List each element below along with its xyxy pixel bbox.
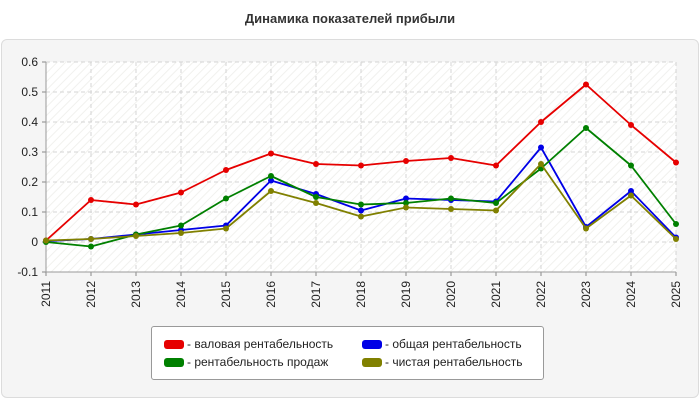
y-tick-label: 0.3 — [21, 145, 38, 159]
data-point — [448, 195, 454, 202]
x-tick-label: 2025 — [669, 281, 683, 308]
axes — [42, 61, 677, 276]
data-point — [673, 236, 679, 242]
x-tick-label: 2015 — [219, 281, 233, 308]
legend-label: - валовая рентабельность — [187, 337, 334, 351]
y-tick-label: 0.6 — [21, 55, 38, 69]
data-point — [448, 155, 454, 161]
data-point — [628, 162, 634, 169]
data-point — [628, 188, 634, 194]
legend-label: - общая рентабельность — [385, 337, 522, 351]
data-point — [223, 225, 229, 232]
data-point — [88, 197, 94, 203]
x-tick-label: 2011 — [39, 281, 53, 307]
data-point — [313, 194, 319, 200]
legend-swatch — [164, 357, 184, 367]
data-point — [493, 162, 499, 169]
data-point — [178, 222, 184, 229]
data-point — [493, 200, 499, 206]
legend-item-net-margin: - чистая рентабельность — [362, 354, 522, 370]
data-point — [88, 243, 94, 250]
y-tick-label: -0.1 — [17, 265, 38, 279]
x-tick-label: 2013 — [129, 281, 143, 308]
y-tick-label: 0.4 — [21, 115, 38, 129]
data-point — [538, 161, 544, 167]
data-point — [313, 200, 319, 206]
x-tick-label: 2017 — [309, 281, 323, 308]
y-tick-label: 0.5 — [21, 85, 38, 99]
data-point — [133, 201, 139, 208]
data-point — [583, 81, 589, 88]
data-point — [268, 150, 274, 157]
legend-label: - рентабельность продаж — [187, 355, 329, 369]
x-tick-label: 2016 — [264, 281, 278, 308]
legend-swatch — [362, 357, 382, 367]
x-tick-label: 2019 — [399, 281, 413, 308]
data-point — [673, 221, 679, 227]
x-tick-label: 2014 — [174, 281, 188, 308]
y-tick-label: 0.1 — [21, 205, 38, 219]
data-point — [583, 225, 589, 232]
data-point — [268, 177, 274, 184]
y-tick-label: 0 — [31, 235, 38, 249]
data-point — [358, 207, 364, 214]
data-point — [268, 173, 274, 179]
data-point — [178, 230, 184, 236]
data-point — [538, 144, 544, 151]
data-point — [268, 188, 274, 194]
legend-item-gross-margin: - валовая рентабельность — [164, 336, 333, 352]
x-tick-label: 2012 — [84, 281, 98, 308]
series-lines — [43, 81, 679, 250]
data-point — [223, 167, 229, 173]
legend-swatch — [362, 339, 382, 349]
x-tick-label: 2023 — [579, 281, 593, 308]
data-point — [493, 207, 499, 214]
data-point — [358, 162, 364, 169]
series-3 — [43, 161, 679, 244]
data-point — [583, 125, 589, 131]
legend-swatch — [164, 339, 184, 349]
x-tick-label: 2018 — [354, 281, 368, 308]
data-point — [628, 192, 634, 199]
data-point — [403, 158, 409, 164]
chart-title: Динамика показателей прибыли — [244, 11, 456, 26]
x-tick-label: 2022 — [534, 281, 548, 308]
data-point — [403, 204, 409, 211]
series-2 — [43, 125, 679, 250]
series-0 — [43, 81, 679, 244]
data-point — [43, 237, 49, 244]
tick-labels: -0.1 0 0.1 0.2 0.3 0.4 0.5 0.6 2011 2012 2013 2014 2… — [17, 55, 683, 308]
data-point — [223, 195, 229, 202]
x-tick-label: 2021 — [489, 281, 503, 308]
data-point — [403, 195, 409, 202]
legend-item-sales-margin: - рентабельность продаж — [164, 354, 328, 370]
data-point — [313, 161, 319, 167]
data-point — [178, 189, 184, 196]
legend-item-total-margin: - общая рентабельность — [362, 336, 522, 352]
data-point — [358, 201, 364, 208]
data-point — [88, 236, 94, 242]
data-point — [358, 213, 364, 220]
data-point — [538, 119, 544, 125]
x-tick-label: 2020 — [444, 281, 458, 308]
legend: - валовая рентабельность - общая рентабе… — [151, 326, 544, 380]
y-tick-label: 0.2 — [21, 175, 38, 189]
data-point — [448, 206, 454, 212]
data-point — [628, 122, 634, 128]
x-tick-label: 2024 — [624, 281, 638, 308]
data-point — [403, 200, 409, 206]
legend-label: - чистая рентабельность — [385, 355, 523, 369]
data-point — [673, 159, 679, 166]
data-point — [133, 233, 139, 239]
